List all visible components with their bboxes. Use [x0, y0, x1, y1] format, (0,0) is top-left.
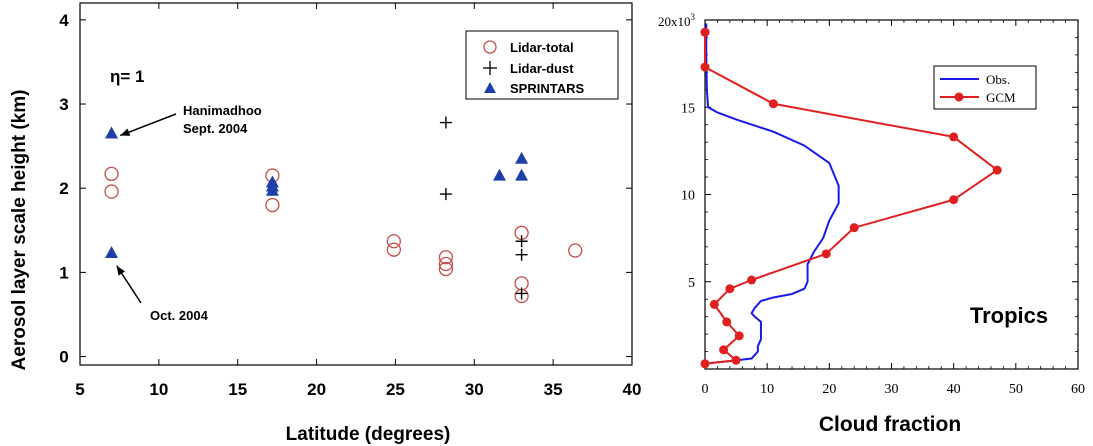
legend-marker-sprintars — [484, 82, 496, 93]
obs-line — [705, 23, 840, 364]
left-y-tick-label: 1 — [59, 263, 68, 282]
left-x-tick-label: 40 — [623, 380, 642, 399]
lidar-dust-point — [439, 116, 452, 129]
lidar-dust-point — [515, 248, 528, 261]
legend-marker-lidar-dust — [483, 61, 497, 75]
sprintars-point — [105, 246, 119, 259]
left-chart: 5 10 15 20 25 30 35 40 0 1 2 3 4 Latitude (degrees)… — [9, 2, 641, 445]
left-x-tick-label: 5 — [75, 380, 84, 399]
left-x-tick-label: 20 — [307, 380, 326, 399]
left-x-tick-label: 30 — [465, 380, 484, 399]
gcm-point — [731, 355, 741, 365]
gcm-point — [725, 284, 735, 294]
lidar-total-point — [438, 250, 454, 265]
right-x-axis-label: Cloud fraction — [819, 413, 961, 436]
oct-2004-annotation: Oct. 2004 — [150, 308, 209, 323]
legend-marker-gcm — [940, 92, 979, 102]
right-x-tick-label: 50 — [1009, 382, 1023, 397]
gcm-point — [992, 165, 1002, 175]
legend-label-lidar-total: Lidar-total — [510, 40, 574, 55]
tropics-annotation: Tropics — [970, 303, 1048, 328]
right-x-tick-label: 60 — [1071, 382, 1085, 397]
gcm-point — [700, 359, 710, 369]
hanimadhoo-annotation: Hanimadhoo — [183, 103, 262, 118]
left-y-axis-label: Aerosol layer scale height (km) — [9, 90, 30, 371]
legend-label-obs: Obs. — [986, 72, 1010, 87]
right-x-tick-label: 30 — [885, 382, 899, 397]
sprintars-point — [515, 168, 529, 181]
lidar-total-point — [568, 243, 583, 258]
lidar-total-point — [438, 256, 454, 272]
right-y-top-label: 20x103 — [658, 12, 696, 29]
left-legend: Lidar-total Lidar-dust SPRINTARS — [465, 30, 619, 100]
sept-2004-annotation: Sept. 2004 — [183, 121, 248, 136]
legend-label-sprintars: SPRINTARS — [510, 81, 584, 96]
gcm-point — [849, 223, 859, 233]
lidar-dust-point — [515, 235, 528, 248]
lidar-total-point — [386, 242, 402, 257]
left-x-tick-label: 25 — [386, 380, 405, 399]
legend-label-lidar-dust: Lidar-dust — [510, 61, 574, 76]
gcm-point — [949, 195, 959, 205]
legend-label-gcm: GCM — [986, 90, 1016, 105]
eta-annotation: η= 1 — [110, 67, 145, 86]
gcm-point — [768, 99, 778, 109]
left-data-points — [104, 116, 583, 304]
lidar-total-point — [438, 261, 454, 277]
oct-2004-arrow-head — [116, 265, 125, 276]
gcm-line — [704, 32, 999, 365]
left-x-tick-label: 10 — [149, 380, 168, 399]
lidar-total-point — [104, 166, 119, 182]
hanimadhoo-arrow — [120, 113, 177, 137]
sprintars-point — [265, 183, 279, 196]
gcm-point — [709, 299, 719, 309]
gcm-point — [722, 317, 732, 327]
left-y-tick-label: 0 — [59, 348, 68, 367]
sprintars-point — [493, 168, 507, 181]
left-plot-frame — [79, 2, 633, 366]
gcm-point — [949, 132, 959, 142]
left-y-tick-label: 4 — [59, 11, 69, 30]
lidar-dust-point — [515, 287, 528, 300]
lidar-total-point — [386, 234, 402, 249]
legend-marker-lidar-total — [483, 40, 497, 54]
gcm-point — [700, 27, 710, 37]
gcm-point — [700, 62, 710, 72]
lidar-total-point — [104, 184, 119, 199]
right-data-lines — [700, 23, 1002, 369]
right-x-tick-label: 0 — [702, 382, 709, 397]
right-y-tick-label: 15 — [681, 101, 695, 116]
lidar-total-point — [265, 197, 280, 213]
right-x-tick-label: 20 — [822, 382, 836, 397]
left-x-ticks: 5 10 15 20 25 30 35 40 — [75, 3, 641, 399]
right-chart: 0 10 20 30 40 50 60 5 10 15 20x103 Cloud fractio… — [658, 12, 1085, 436]
annotation-arrows — [116, 113, 177, 304]
left-y-tick-label: 3 — [59, 95, 68, 114]
left-y-ticks: 0 1 2 3 4 — [59, 11, 632, 367]
right-x-ticks: 0 10 20 30 40 50 60 — [702, 20, 1085, 397]
gcm-point — [821, 249, 831, 259]
left-x-tick-label: 35 — [544, 380, 563, 399]
right-legend-box — [933, 65, 1037, 110]
right-legend: Obs. GCM — [933, 65, 1037, 110]
gcm-point — [734, 331, 744, 341]
right-y-tick-label: 10 — [681, 189, 695, 204]
right-y-ticks: 5 10 15 — [681, 37, 1078, 352]
right-x-tick-label: 10 — [760, 382, 774, 397]
sprintars-point — [105, 126, 119, 139]
left-x-axis-label: Latitude (degrees) — [286, 424, 451, 445]
sprintars-point — [515, 151, 529, 164]
gcm-point — [719, 345, 729, 355]
left-y-tick-label: 2 — [59, 179, 68, 198]
right-x-tick-label: 40 — [947, 382, 961, 397]
right-y-tick-label: 5 — [688, 276, 695, 291]
left-x-tick-label: 15 — [228, 380, 247, 399]
hanimadhoo-arrow-head — [120, 128, 131, 136]
lidar-dust-point — [439, 188, 452, 201]
gcm-point — [747, 275, 757, 285]
